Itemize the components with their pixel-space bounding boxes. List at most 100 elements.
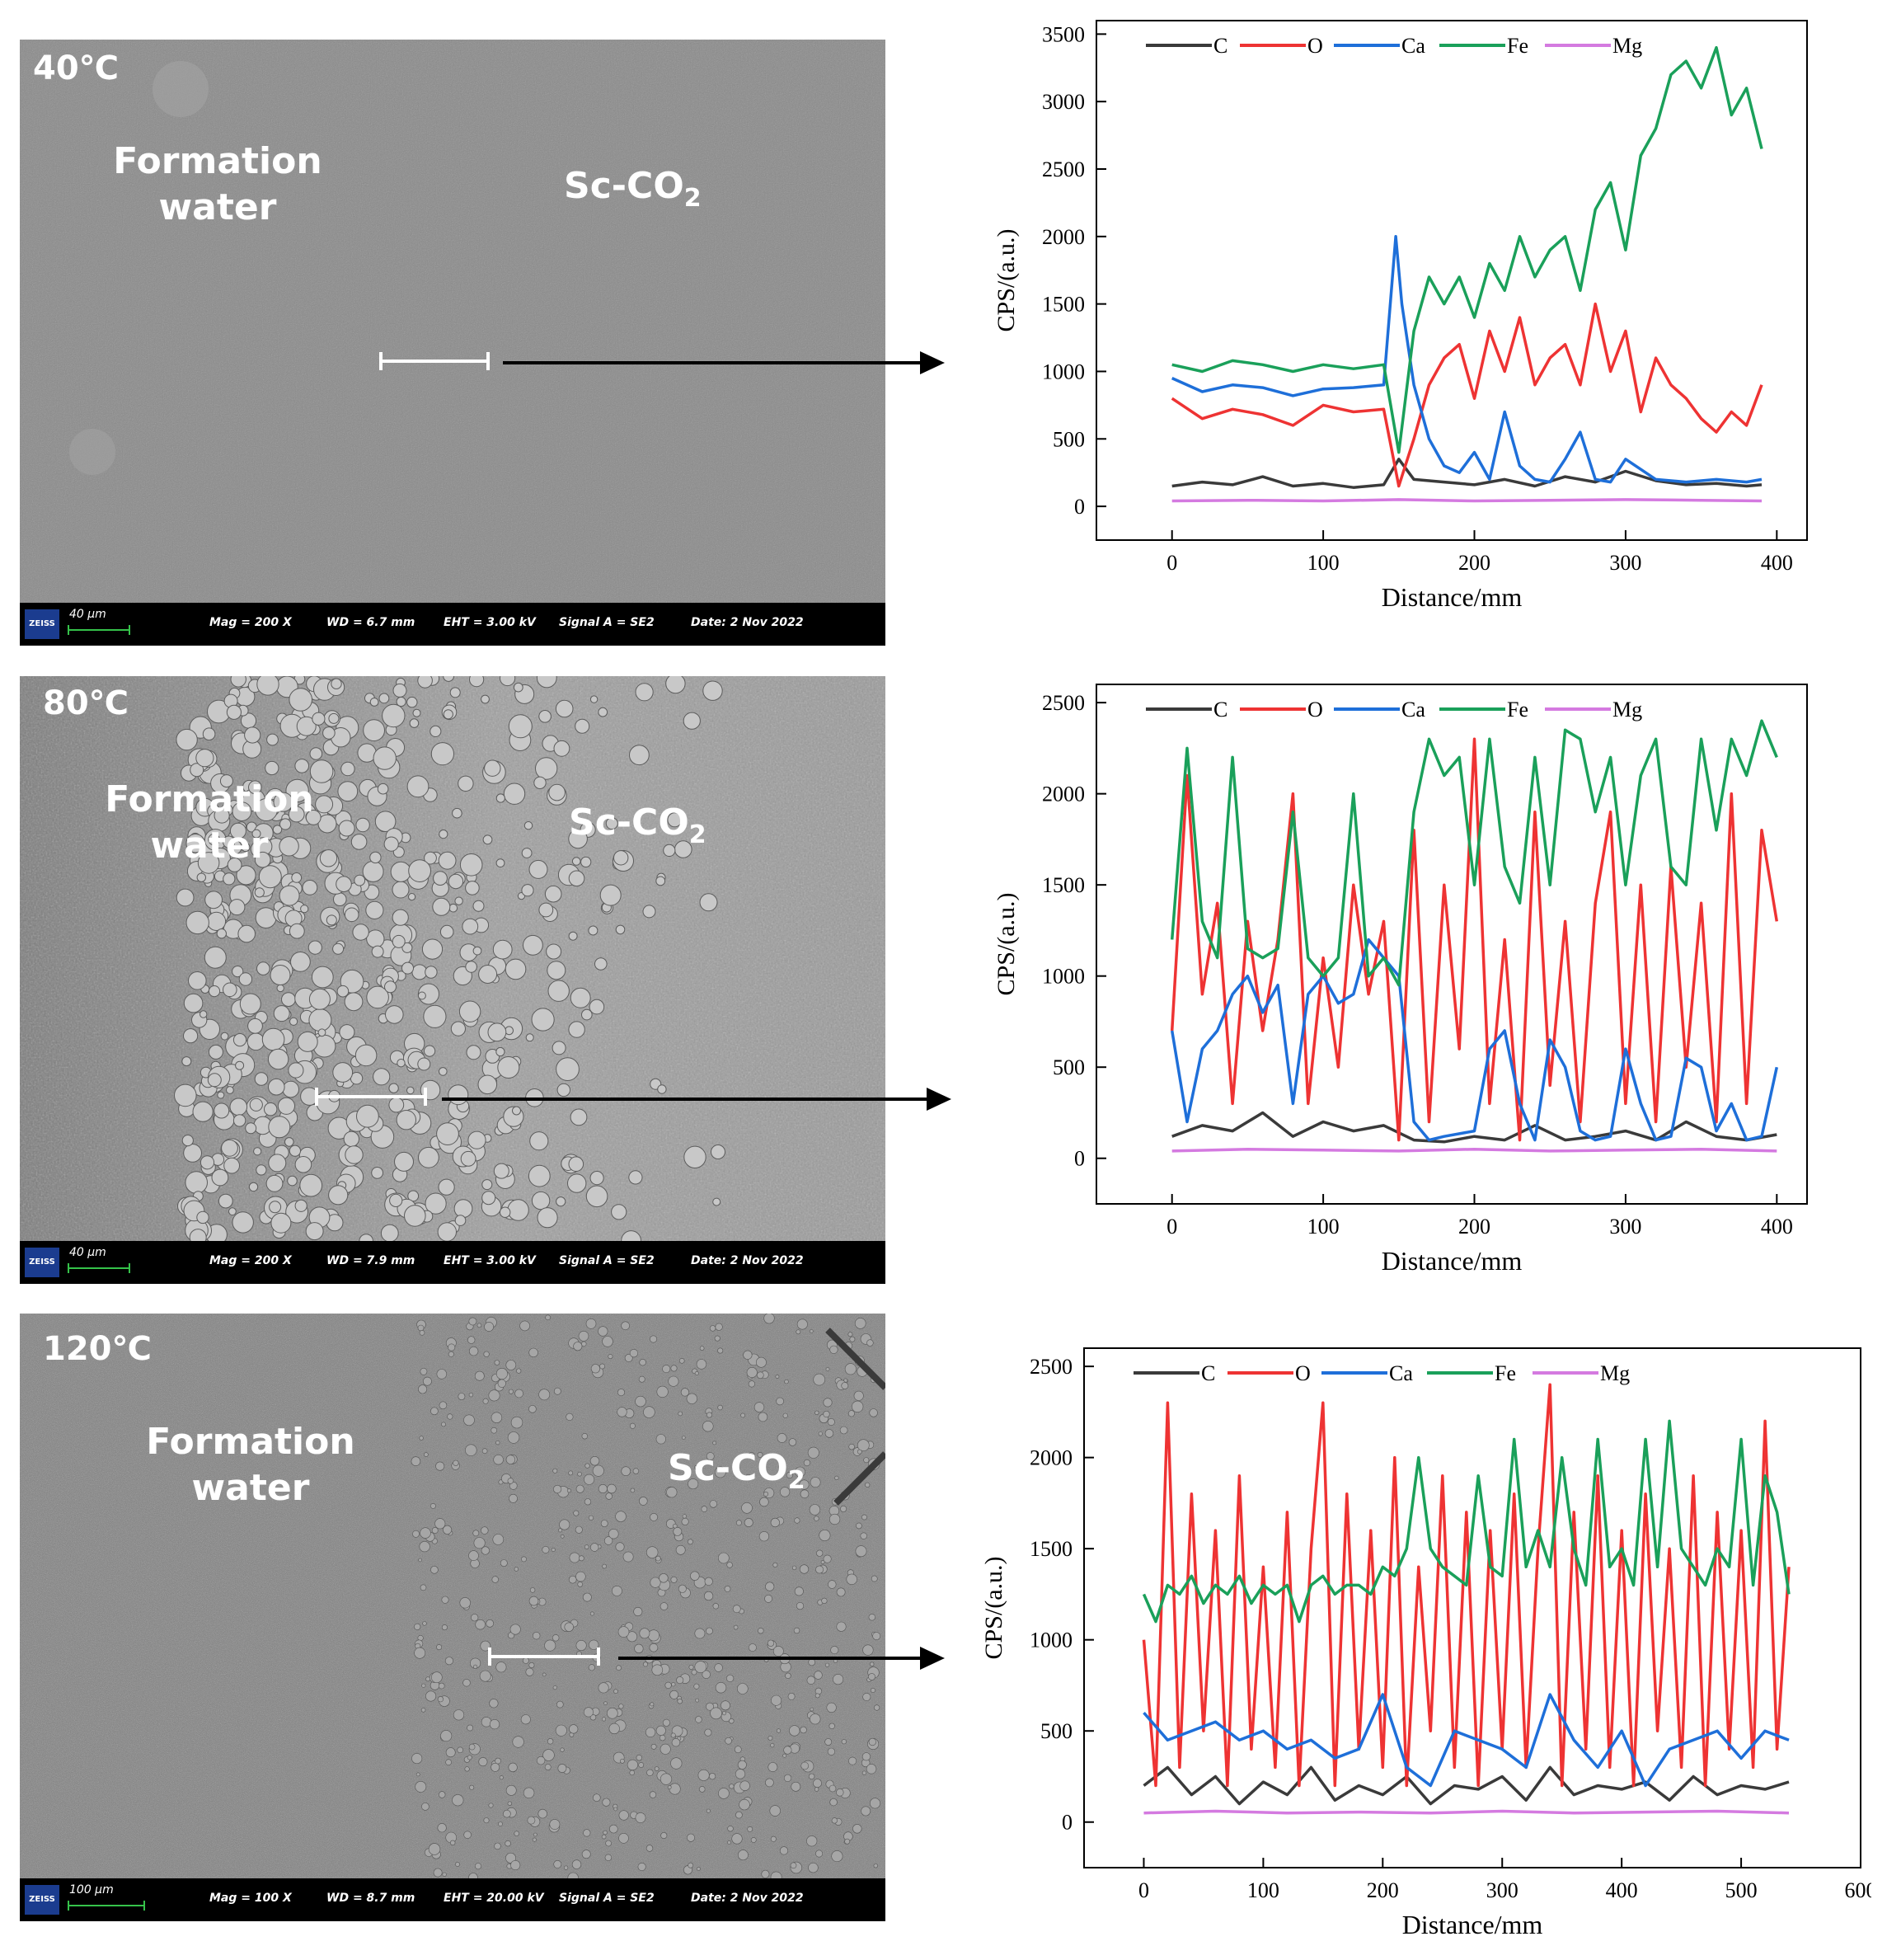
- sem-grain: [495, 1046, 505, 1057]
- sem-grain: [472, 1530, 480, 1537]
- sem-grain: [439, 924, 454, 939]
- water-word: water: [150, 825, 269, 867]
- sem-grain: [237, 924, 256, 943]
- sem-grain: [552, 1468, 558, 1474]
- scale-bar-text: 40 μm: [69, 1246, 106, 1259]
- sem-grain: [514, 1567, 519, 1572]
- sem-grain: [739, 1798, 750, 1811]
- sem-grain: [384, 980, 397, 994]
- sem-grain: [671, 1682, 676, 1687]
- sem-grain: [422, 1621, 427, 1626]
- sem-grain: [727, 1825, 734, 1832]
- sem-grain: [279, 818, 292, 830]
- sem-grain: [688, 1664, 694, 1670]
- sem-grain: [828, 1784, 837, 1793]
- legend-label-c: C: [1201, 1361, 1215, 1385]
- sem-grain: [615, 924, 626, 935]
- sem-grain: [261, 1027, 285, 1051]
- series-line-fe: [1171, 45, 1763, 454]
- sem-grain: [862, 1644, 874, 1656]
- sem-grain: [475, 1619, 486, 1630]
- sem-grain: [598, 1326, 608, 1337]
- sem-grain: [799, 1479, 810, 1490]
- sem-grain: [628, 1170, 643, 1185]
- sem-grain: [583, 1707, 594, 1718]
- sem-grain: [578, 1330, 589, 1342]
- y-tick-label: 1000: [1042, 965, 1085, 989]
- sem-grain: [594, 957, 608, 971]
- sem-grain: [365, 900, 384, 919]
- sem-grain: [239, 993, 261, 1015]
- sem-grain: [359, 1234, 373, 1241]
- y-tick-label: 2000: [1042, 225, 1085, 249]
- sem-grain: [585, 1185, 608, 1208]
- sem-grain: [452, 1794, 464, 1807]
- sem-grain: [721, 1711, 726, 1716]
- sem-grain: [659, 1734, 666, 1741]
- scale-bar-text: 100 μm: [69, 1883, 114, 1897]
- sem-grain: [873, 1704, 880, 1711]
- sem-grain: [307, 940, 322, 955]
- sem-grain: [350, 834, 368, 850]
- zeiss-logo: ZEISS: [25, 1248, 59, 1277]
- sem-micrograph-80c: [20, 676, 885, 1241]
- sem-grain: [256, 1164, 267, 1176]
- sem-grain: [441, 1624, 448, 1631]
- sem-grain: [827, 1418, 835, 1427]
- sem-grain: [420, 1527, 431, 1539]
- sem-grain: [758, 1412, 768, 1422]
- sem-grain: [690, 1571, 700, 1581]
- sem-grain: [776, 1397, 784, 1406]
- sem-grain: [492, 939, 513, 960]
- sem-grain: [694, 1371, 699, 1376]
- sem-grain: [704, 1577, 713, 1586]
- sem-grain: [820, 1560, 825, 1564]
- sem-grain: [552, 1685, 557, 1690]
- sem-info-bar: ZEISS 100 μm Mag = 100 X WD = 8.7 mm EHT…: [20, 1878, 885, 1921]
- sem-grain: [495, 858, 505, 868]
- sem-grain: [481, 1179, 493, 1191]
- sem-grain: [468, 1743, 476, 1751]
- sem-grain: [589, 1611, 594, 1616]
- sem-grain: [605, 1840, 612, 1847]
- sem-image-80c: 80℃ Formation water Sc-CO2 ZEISS 40 μm M…: [20, 676, 885, 1284]
- y-axis-label: CPS/(a.u.): [993, 892, 1020, 995]
- sem-grain: [800, 1761, 810, 1770]
- sem-grain: [666, 1487, 678, 1498]
- sem-grain: [494, 1360, 500, 1365]
- sem-grain: [564, 1622, 574, 1632]
- sem-grain: [344, 907, 359, 923]
- x-tick-label: 300: [1609, 1215, 1641, 1239]
- x-tick-label: 100: [1247, 1878, 1279, 1902]
- x-tick-label: 0: [1138, 1878, 1149, 1902]
- sem-grain: [481, 1448, 488, 1454]
- sem-grain: [748, 1452, 755, 1459]
- sem-grain: [823, 1410, 830, 1418]
- sem-grain: [655, 1434, 666, 1445]
- sem-grain: [671, 1737, 681, 1747]
- sem-grain: [862, 1692, 871, 1701]
- sem-grain: [560, 1534, 565, 1539]
- sem-grain: [650, 1743, 657, 1750]
- y-tick-label: 2000: [1042, 783, 1085, 806]
- sem-grain: [824, 1429, 834, 1438]
- sem-grain: [568, 931, 578, 941]
- sem-grain: [317, 1028, 326, 1037]
- sem-grain: [795, 1466, 805, 1478]
- sem-grain: [566, 1488, 571, 1493]
- sc-co2-label: Sc-CO2: [569, 800, 706, 858]
- sem-grain: [731, 1833, 743, 1845]
- formation-water-label: Formation water: [77, 777, 341, 869]
- sem-grain: [505, 1784, 517, 1796]
- sem-grain: [473, 1537, 486, 1549]
- sem-grain: [319, 849, 338, 867]
- series-line-fe: [1142, 1419, 1791, 1624]
- x-tick-label: 200: [1458, 1215, 1490, 1239]
- working-distance: WD = 7.9 mm: [326, 1254, 415, 1267]
- sem-grain: [568, 1470, 574, 1476]
- sem-grain: [575, 718, 590, 734]
- sem-grain: [749, 1643, 757, 1652]
- sem-grain: [258, 865, 282, 889]
- sem-grain: [616, 1665, 622, 1671]
- sem-grain: [650, 1702, 655, 1707]
